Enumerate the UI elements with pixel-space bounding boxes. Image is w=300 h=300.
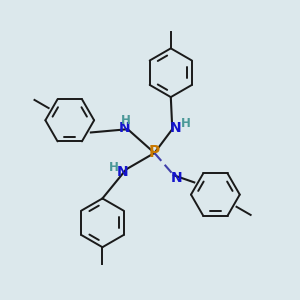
Text: N: N: [171, 171, 183, 184]
Text: N: N: [118, 121, 130, 135]
Text: P: P: [149, 146, 160, 160]
Text: N: N: [169, 121, 181, 135]
Text: H: H: [181, 117, 190, 130]
Text: H: H: [109, 161, 119, 174]
Text: N: N: [117, 165, 128, 179]
Text: H: H: [121, 114, 131, 128]
